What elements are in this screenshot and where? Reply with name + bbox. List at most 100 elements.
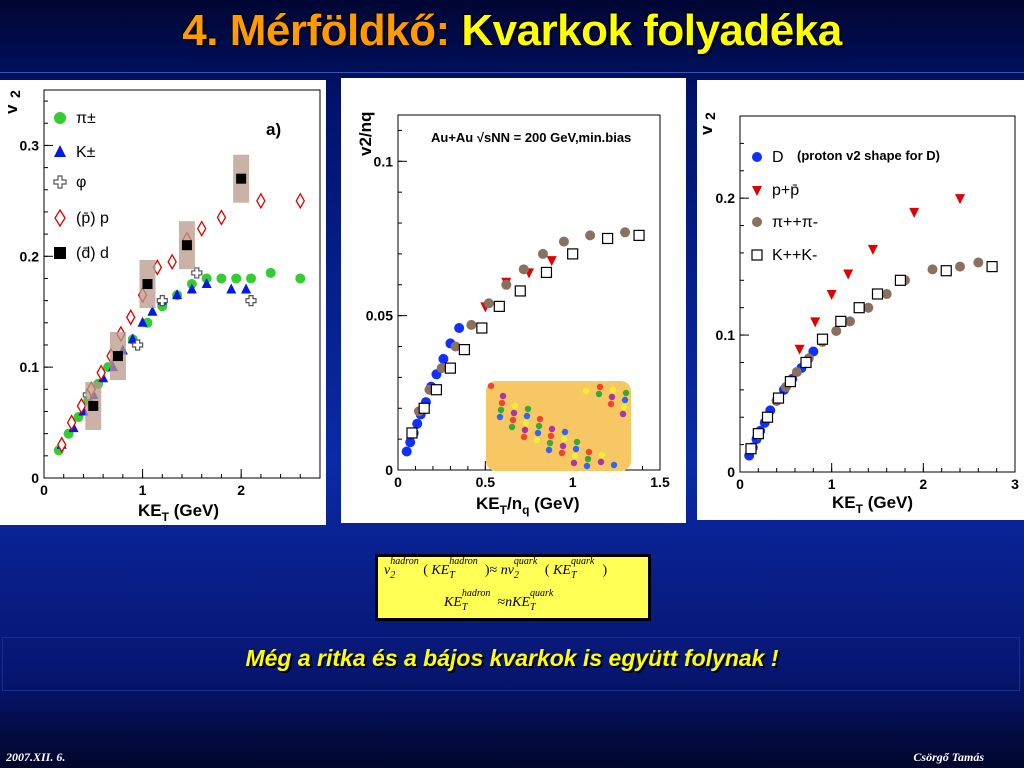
data-point: [831, 325, 842, 336]
data-point: [236, 173, 247, 184]
quark-dot: [608, 393, 616, 401]
data-point: [196, 220, 207, 237]
data-point: [167, 253, 177, 271]
legend-label: π±: [76, 110, 96, 127]
title-main: Kvarkok folyadéka: [461, 6, 842, 55]
quark-dot: [535, 422, 543, 430]
data-point: [56, 436, 67, 454]
data-point: [871, 288, 884, 300]
chart-a-svg: 0 1 2 0 0.1 0.2 0.3 v 2 KET (GeV) a) π± K± φ (p̄) p (d̄…: [2, 89, 321, 524]
chart-annotation: (proton v2 shape for D): [797, 148, 940, 163]
y-tick-label: 0.2: [20, 248, 40, 264]
data-point: [436, 363, 447, 374]
y-axis-label-sub: 2: [702, 112, 718, 120]
series-2: [753, 257, 984, 441]
data-point: [295, 192, 306, 210]
data-point: [745, 443, 757, 455]
data-point: [826, 290, 837, 300]
y-tick-label: 0.1: [20, 359, 40, 375]
legend-label: D: [772, 149, 784, 166]
x-tick-label: 0: [394, 474, 402, 490]
data-point: [567, 248, 579, 260]
x-axis-label-sub2: q: [522, 503, 529, 517]
data-point: [835, 315, 847, 327]
data-point: [772, 392, 785, 404]
data-point: [450, 341, 461, 352]
data-point: [430, 384, 443, 396]
series-3: [406, 229, 645, 439]
data-point: [558, 236, 569, 247]
y-tick-label: 0: [727, 464, 735, 480]
data-point: [147, 305, 158, 316]
legend-marker: [54, 208, 66, 228]
chart-c-svg: 0 1 2 3 0 0.1 0.2 v 2 KET (GeV) (proton v2 shape f…: [697, 112, 1019, 516]
legend-marker: [751, 249, 763, 261]
quark-dot: [561, 428, 569, 436]
chart-panel-scaled-v2: 0 0.5 1 1.5 0 0.05 0.1 Au+Au √sNN = 200 GeV,min…: [341, 78, 686, 523]
quark-dot: [511, 402, 519, 410]
data-point: [454, 323, 465, 333]
data-point: [791, 367, 802, 378]
quark-dot: [597, 458, 605, 466]
statement-frame: [2, 637, 1020, 691]
panel-label: a): [266, 120, 281, 139]
data-point: [186, 283, 197, 294]
data-point: [986, 261, 998, 273]
quark-dot: [610, 461, 618, 469]
data-point: [241, 283, 252, 294]
quark-dot: [559, 442, 567, 450]
quark-dot: [619, 410, 627, 418]
data-point: [401, 446, 412, 457]
data-point: [405, 437, 416, 448]
quark-dot: [497, 406, 505, 414]
quark-dot: [523, 412, 531, 420]
legend-label: (p̄) p: [76, 210, 109, 227]
x-tick-label: 0: [736, 476, 744, 492]
data-point: [112, 351, 123, 362]
footer-date: 2007.XII. 6.: [6, 750, 66, 764]
series-3: [745, 261, 998, 455]
data-point: [633, 229, 645, 241]
y-axis-label: v2/nq: [356, 112, 375, 156]
data-point: [501, 279, 512, 290]
y-tick-label: 0: [31, 470, 39, 486]
series-1: [794, 194, 965, 355]
x-axis-label-mid: /n: [507, 494, 522, 513]
data-point: [458, 344, 470, 356]
quark-dot: [582, 387, 590, 395]
quark-dot: [522, 419, 530, 427]
y-axis-label-sub: 2: [7, 90, 23, 98]
y-axis-label: v: [697, 125, 716, 135]
x-axis-label: KET (GeV): [138, 501, 219, 524]
quark-dot: [560, 435, 568, 443]
data-point: [142, 279, 153, 289]
legend-marker: [752, 217, 762, 227]
y-tick-label: 0.2: [716, 190, 736, 206]
legend-marker: [54, 247, 66, 259]
data-point: [295, 273, 306, 284]
data-point: [483, 298, 494, 309]
data-point: [418, 402, 430, 414]
quark-liquid-illustration: [486, 381, 631, 471]
x-axis-label: KET/nq (GeV): [476, 494, 579, 517]
x-axis-label-sub: T: [162, 510, 170, 524]
quark-dot: [572, 445, 580, 453]
legend-label: φ: [76, 174, 86, 191]
quark-dot: [622, 389, 630, 397]
formula-line-1: v hadron 2( KE hadron T)≈ nv quark 2( KE quark T…: [384, 555, 608, 581]
quark-dot: [499, 392, 507, 400]
data-point: [784, 376, 797, 388]
quark-dot: [596, 383, 604, 391]
legend-label: (d̄) d: [76, 245, 109, 262]
x-tick-label: 3: [1011, 476, 1019, 492]
title-prefix: 4. Mérföldkő:: [182, 6, 462, 55]
data-point: [245, 295, 257, 307]
quark-dot: [498, 399, 506, 407]
data-point: [546, 256, 557, 267]
data-point: [265, 267, 276, 278]
title-divider: [0, 72, 1024, 73]
data-point: [246, 273, 256, 284]
y-tick-label: 0.1: [374, 153, 394, 169]
data-point: [863, 302, 874, 313]
quark-dot: [546, 439, 554, 447]
